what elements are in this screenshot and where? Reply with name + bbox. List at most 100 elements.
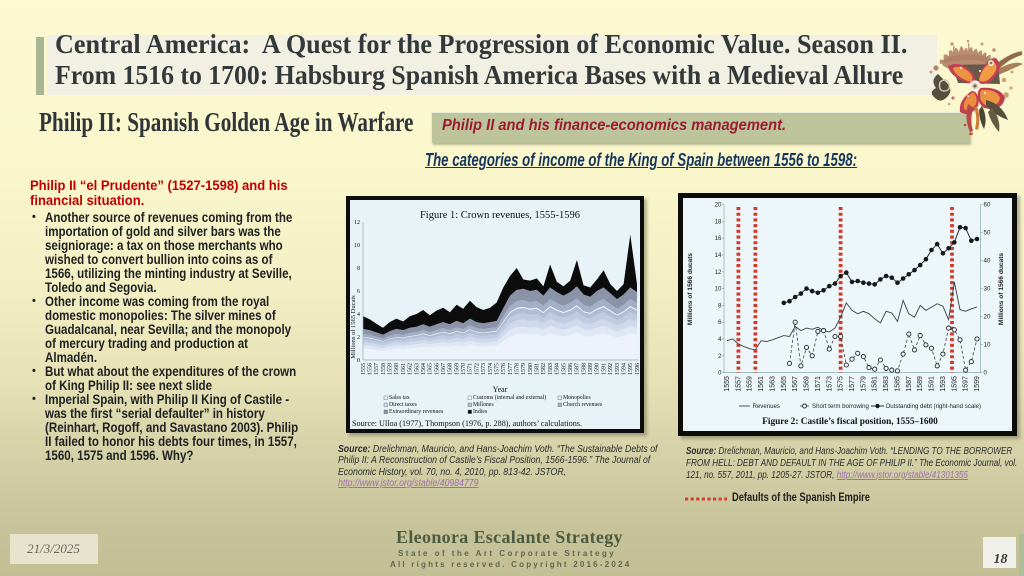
svg-text:Indies: Indies <box>473 409 488 415</box>
svg-text:Outstanding debt (right-hand s: Outstanding debt (right-hand scale) <box>886 403 982 410</box>
svg-text:Church revenues: Church revenues <box>563 402 603 408</box>
svg-text:1557: 1557 <box>735 376 742 392</box>
svg-text:1571: 1571 <box>815 376 822 392</box>
svg-text:1575: 1575 <box>495 363 501 375</box>
svg-text:Customs (internal and external: Customs (internal and external) <box>473 394 546 401</box>
svg-text:1567: 1567 <box>792 376 799 392</box>
svg-text:8: 8 <box>718 302 722 309</box>
svg-text:1566: 1566 <box>434 363 440 375</box>
svg-text:1594: 1594 <box>621 363 627 375</box>
svg-text:12: 12 <box>715 269 722 276</box>
svg-text:1574: 1574 <box>488 363 494 375</box>
svg-text:1589: 1589 <box>588 363 594 375</box>
svg-text:10: 10 <box>354 243 360 249</box>
svg-text:1587: 1587 <box>906 376 913 392</box>
svg-text:Direct taxes: Direct taxes <box>389 402 418 408</box>
svg-text:60: 60 <box>984 202 991 209</box>
svg-text:20: 20 <box>984 314 991 321</box>
svg-text:30: 30 <box>984 286 991 293</box>
svg-text:1568: 1568 <box>448 363 454 375</box>
svg-text:1578: 1578 <box>515 363 521 375</box>
svg-text:2: 2 <box>718 353 722 360</box>
svg-text:1565: 1565 <box>428 363 434 375</box>
svg-text:1572: 1572 <box>474 363 480 375</box>
svg-text:Millions of 1565 Ducats: Millions of 1565 Ducats <box>350 295 357 359</box>
svg-text:1573: 1573 <box>481 363 487 375</box>
svg-text:1562: 1562 <box>408 363 414 375</box>
svg-text:1593: 1593 <box>940 376 947 392</box>
svg-text:1593: 1593 <box>615 363 621 375</box>
svg-text:1581: 1581 <box>872 376 879 392</box>
svg-text:1570: 1570 <box>461 363 467 375</box>
svg-text:1557: 1557 <box>374 363 380 375</box>
svg-text:1579: 1579 <box>521 363 527 375</box>
svg-text:4: 4 <box>718 336 722 343</box>
svg-text:Figure 1: Crown revenues, 1555: Figure 1: Crown revenues, 1555-1596 <box>420 210 580 221</box>
svg-text:1569: 1569 <box>454 363 460 375</box>
svg-text:6: 6 <box>357 289 360 295</box>
svg-text:1591: 1591 <box>601 363 607 375</box>
svg-text:1555: 1555 <box>724 376 731 392</box>
svg-text:1596: 1596 <box>635 363 640 375</box>
svg-text:1588: 1588 <box>581 363 587 375</box>
svg-text:Extraordinary revenues: Extraordinary revenues <box>389 409 444 415</box>
svg-text:12: 12 <box>354 220 360 226</box>
svg-text:1595: 1595 <box>951 376 958 392</box>
svg-text:1569: 1569 <box>804 376 811 392</box>
svg-text:1582: 1582 <box>541 363 547 375</box>
svg-text:4: 4 <box>357 312 360 318</box>
svg-text:1583: 1583 <box>548 363 554 375</box>
svg-text:1581: 1581 <box>535 363 541 375</box>
svg-text:1559: 1559 <box>388 363 394 375</box>
svg-text:1599: 1599 <box>974 376 981 392</box>
svg-text:1595: 1595 <box>628 363 634 375</box>
svg-text:1555: 1555 <box>361 363 367 375</box>
svg-text:1590: 1590 <box>595 363 601 375</box>
svg-text:1567: 1567 <box>441 363 447 375</box>
svg-text:0: 0 <box>357 358 360 364</box>
svg-text:1563: 1563 <box>770 376 777 392</box>
svg-text:1591: 1591 <box>929 376 936 392</box>
svg-text:1583: 1583 <box>883 376 890 392</box>
svg-text:Source: Ulloa (1977), Thompson: Source: Ulloa (1977), Thompson (1976, p.… <box>352 419 582 428</box>
svg-text:18: 18 <box>715 218 722 225</box>
svg-text:1563: 1563 <box>414 363 420 375</box>
svg-text:Monopolies: Monopolies <box>563 395 591 401</box>
svg-text:10: 10 <box>984 342 991 349</box>
svg-text:1577: 1577 <box>508 363 514 375</box>
svg-text:1584: 1584 <box>555 363 561 375</box>
svg-text:Millions of 1566 ducats: Millions of 1566 ducats <box>998 253 1005 326</box>
svg-text:2: 2 <box>357 335 360 341</box>
svg-text:1586: 1586 <box>568 363 574 375</box>
svg-text:1565: 1565 <box>781 376 788 392</box>
svg-text:1587: 1587 <box>575 363 581 375</box>
svg-text:1576: 1576 <box>501 363 507 375</box>
svg-text:1573: 1573 <box>826 376 833 392</box>
svg-text:40: 40 <box>984 258 991 265</box>
svg-text:1571: 1571 <box>468 363 474 375</box>
svg-text:1558: 1558 <box>381 363 387 375</box>
svg-text:16: 16 <box>715 235 722 242</box>
svg-text:Sales tax: Sales tax <box>389 395 410 401</box>
svg-text:6: 6 <box>718 319 722 326</box>
svg-text:Revenues: Revenues <box>753 403 780 410</box>
svg-text:Year: Year <box>493 385 508 394</box>
svg-text:Millones: Millones <box>473 402 494 408</box>
svg-text:10: 10 <box>715 286 722 293</box>
svg-text:1585: 1585 <box>561 363 567 375</box>
svg-text:1580: 1580 <box>528 363 534 375</box>
svg-text:1560: 1560 <box>394 363 400 375</box>
svg-text:1592: 1592 <box>608 363 614 375</box>
svg-text:1561: 1561 <box>401 363 407 375</box>
svg-text:20: 20 <box>715 202 722 209</box>
svg-text:8: 8 <box>357 266 360 272</box>
svg-text:1589: 1589 <box>917 376 924 392</box>
svg-text:Short term borrowing: Short term borrowing <box>812 403 869 410</box>
svg-text:1577: 1577 <box>849 376 856 392</box>
svg-text:1559: 1559 <box>747 376 754 392</box>
svg-text:Millions of 1566 ducats: Millions of 1566 ducats <box>687 253 694 326</box>
svg-text:1575: 1575 <box>838 376 845 392</box>
svg-text:50: 50 <box>984 230 991 237</box>
svg-text:Figure 2: Castile’s fiscal pos: Figure 2: Castile’s fiscal position, 155… <box>762 417 938 427</box>
svg-text:0: 0 <box>984 370 988 377</box>
